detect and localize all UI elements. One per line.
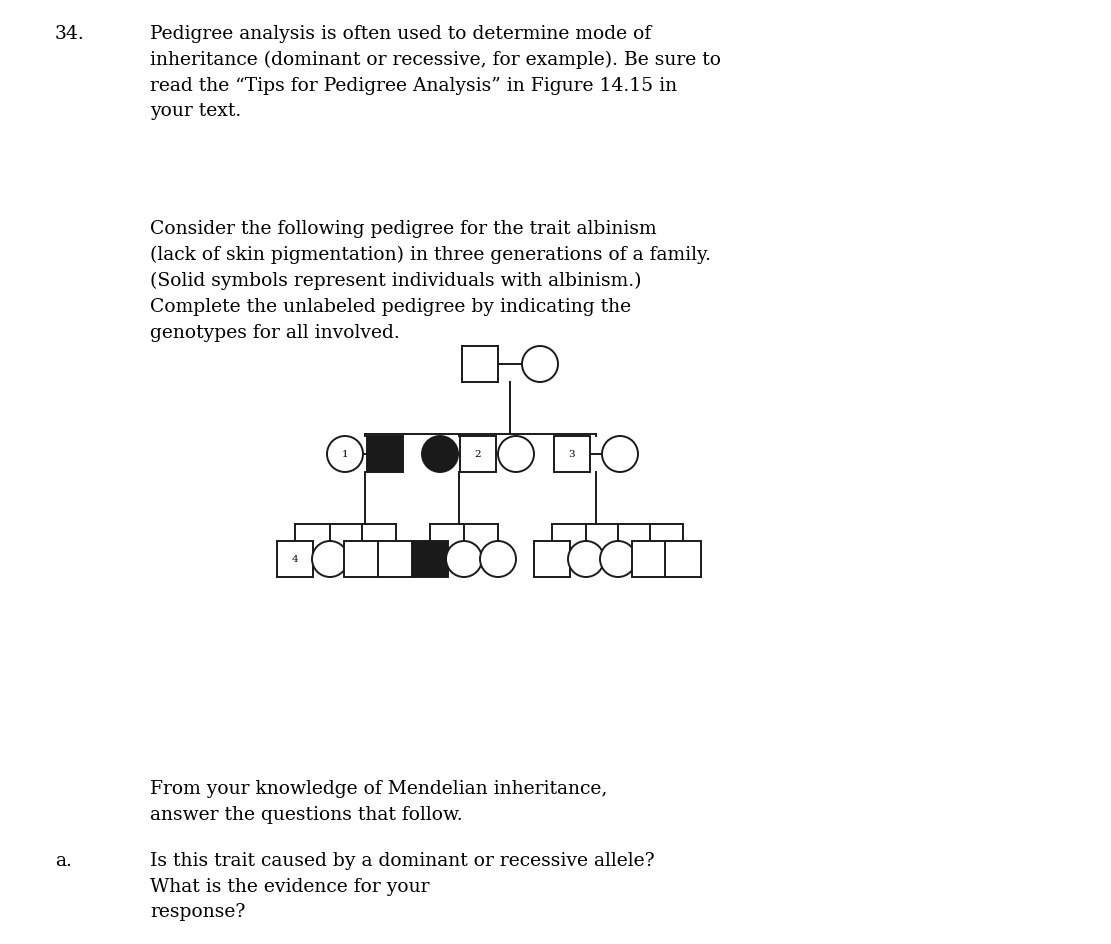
Text: Pedigree analysis is often used to determine mode of
inheritance (dominant or re: Pedigree analysis is often used to deter… (150, 25, 721, 120)
Text: a.: a. (56, 851, 72, 869)
Ellipse shape (600, 542, 635, 578)
Text: From your knowledge of Mendelian inheritance,
answer the questions that follow.: From your knowledge of Mendelian inherit… (150, 779, 608, 823)
Bar (665, 542, 701, 578)
Text: 34.: 34. (56, 25, 84, 43)
Ellipse shape (312, 542, 348, 578)
Ellipse shape (522, 346, 558, 382)
Text: 2: 2 (474, 450, 481, 459)
Text: 4: 4 (292, 555, 299, 564)
Text: 3: 3 (569, 450, 575, 459)
Text: Consider the following pedigree for the trait albinism
(lack of skin pigmentatio: Consider the following pedigree for the … (150, 220, 711, 341)
Text: 1: 1 (342, 450, 349, 459)
Bar (412, 542, 448, 578)
Bar (534, 542, 570, 578)
Bar (462, 346, 498, 382)
Ellipse shape (446, 542, 482, 578)
Bar (460, 436, 496, 473)
Bar (378, 542, 414, 578)
Bar (344, 542, 380, 578)
Ellipse shape (327, 436, 363, 473)
Bar (367, 436, 403, 473)
Ellipse shape (498, 436, 534, 473)
Ellipse shape (568, 542, 604, 578)
Text: Is this trait caused by a dominant or recessive allele?
What is the evidence for: Is this trait caused by a dominant or re… (150, 851, 654, 920)
Bar (632, 542, 668, 578)
Ellipse shape (480, 542, 516, 578)
Ellipse shape (602, 436, 638, 473)
Ellipse shape (422, 436, 458, 473)
Bar (554, 436, 590, 473)
Bar (277, 542, 313, 578)
